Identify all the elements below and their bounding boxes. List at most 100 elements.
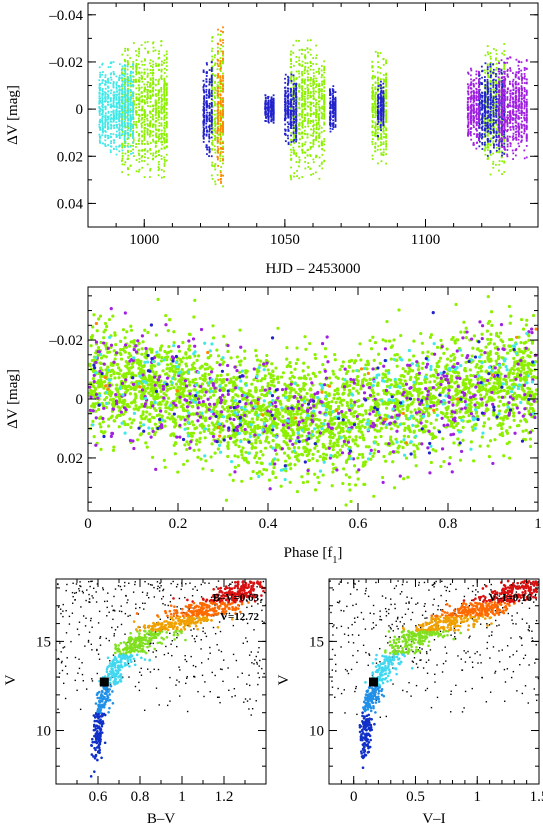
lightcurve-point (312, 57, 315, 59)
lightcurve-point (101, 94, 104, 97)
lightcurve-point (312, 135, 314, 137)
lightcurve-point (334, 126, 337, 128)
lightcurve-point (110, 72, 113, 75)
lightcurve-point (165, 123, 168, 126)
lightcurve-point (307, 105, 310, 108)
lightcurve-point (210, 90, 213, 92)
lightcurve-point (492, 123, 495, 125)
lightcurve-point (135, 131, 138, 133)
lightcurve-point (382, 148, 385, 151)
lightcurve-point (154, 142, 157, 144)
lightcurve-point (99, 74, 102, 76)
lightcurve-point (130, 94, 133, 96)
lightcurve-point (106, 134, 109, 137)
lightcurve-point (284, 101, 287, 104)
lightcurve-point (495, 128, 498, 131)
lightcurve-point (132, 79, 135, 81)
lightcurve-point (110, 117, 113, 120)
lightcurve-point (118, 92, 121, 95)
lightcurve-point (484, 96, 487, 99)
lightcurve-point (374, 96, 377, 99)
lightcurve-point (292, 119, 295, 122)
lightcurve-point (140, 142, 143, 145)
lightcurve-point (137, 121, 140, 123)
lightcurve-point (498, 77, 501, 80)
lightcurve-point (123, 108, 126, 110)
lightcurve-point (132, 124, 134, 127)
lightcurve-point (208, 102, 211, 105)
lightcurve-point (110, 110, 113, 113)
lightcurve-point (298, 133, 301, 136)
lightcurve-point (385, 135, 388, 138)
lightcurve-point (304, 62, 307, 65)
lightcurve-point (206, 129, 208, 132)
lightcurve-point (143, 120, 146, 123)
lightcurve-point (98, 135, 101, 138)
lightcurve-point (163, 124, 166, 127)
lightcurve-point (154, 146, 157, 148)
lightcurve-point (320, 73, 323, 76)
lightcurve-point (301, 149, 304, 152)
lightcurve-point (321, 144, 323, 147)
lightcurve-point (295, 105, 298, 108)
lightcurve-point (121, 118, 124, 121)
lightcurve-point (157, 82, 160, 85)
lightcurve-point (380, 152, 383, 155)
lightcurve-point (272, 97, 275, 100)
lightcurve-point (163, 111, 166, 114)
lightcurve-point (123, 121, 126, 124)
lightcurve-point (492, 126, 495, 129)
lightcurve-point (110, 113, 112, 116)
lightcurve-point (293, 99, 296, 101)
lightcurve-point (495, 116, 498, 118)
lightcurve-point (309, 155, 312, 157)
lightcurve-point (486, 134, 489, 136)
lightcurve-point (115, 148, 118, 151)
lightcurve-point (284, 123, 287, 126)
lightcurve-point (126, 115, 129, 118)
lightcurve-point (309, 48, 312, 51)
lightcurve-point (495, 75, 497, 78)
lightcurve-point (165, 138, 168, 141)
lightcurve-point (219, 160, 222, 162)
lightcurve-point (287, 137, 289, 140)
lightcurve-point (219, 134, 222, 137)
lightcurve-point (104, 119, 107, 121)
lightcurve-point (492, 104, 495, 107)
lightcurve-point (379, 67, 382, 70)
lightcurve-point (160, 96, 163, 99)
lightcurve-point (312, 79, 315, 82)
lightcurve-point (140, 123, 143, 125)
lightcurve-point (379, 148, 382, 151)
lightcurve-point (112, 120, 115, 123)
lightcurve-point (298, 90, 301, 93)
lightcurve-point (104, 124, 107, 127)
lightcurve-point (152, 68, 155, 71)
lightcurve-point (124, 50, 126, 52)
lightcurve-point (304, 49, 307, 52)
lightcurve-point (148, 62, 151, 65)
lightcurve-point (298, 72, 301, 75)
lightcurve-point (138, 52, 140, 55)
lightcurve-point (385, 153, 388, 156)
lightcurve-point (163, 99, 166, 102)
lightcurve-point (118, 100, 120, 103)
lightcurve-point (143, 138, 146, 141)
lightcurve-point (126, 107, 129, 110)
lightcurve-point (216, 68, 219, 71)
lightcurve-point (211, 87, 213, 90)
lightcurve-point (371, 97, 374, 100)
lightcurve-point (165, 56, 168, 59)
lightcurve-point (320, 107, 323, 109)
lightcurve-point (377, 66, 380, 68)
lightcurve-point (272, 99, 275, 102)
lightcurve-point (264, 94, 267, 97)
lightcurve-point (321, 94, 324, 97)
lightcurve-point (113, 116, 115, 119)
lightcurve-point (489, 150, 492, 152)
lightcurve-point (219, 153, 222, 156)
lightcurve-point (306, 76, 309, 79)
lightcurve-point (211, 133, 214, 136)
lightcurve-point (376, 108, 379, 111)
lightcurve-point (146, 102, 149, 104)
